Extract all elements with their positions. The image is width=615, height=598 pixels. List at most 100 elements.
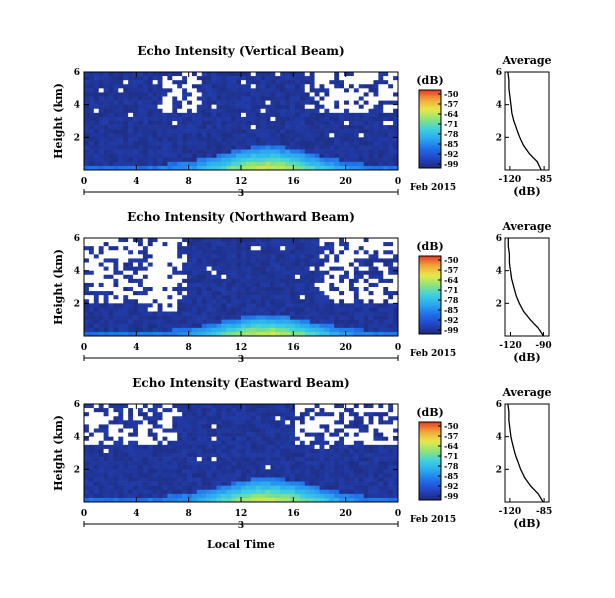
heatmap-cell [353,238,360,243]
heatmap-cell [280,254,286,259]
heatmap-cell [241,76,247,81]
heatmap-cell [353,137,360,142]
heatmap-cell [383,112,389,118]
heatmap-cell [211,270,217,276]
heatmap-cell [245,254,252,259]
heatmap-cell [113,412,119,417]
heatmap-cell [348,112,355,118]
heatmap-cell [358,424,364,429]
heatmap-cell [373,424,379,429]
heatmap-cell [353,153,360,159]
heatmap-cell [206,493,212,499]
heatmap-cell [348,278,355,284]
x-tick-label: 12 [235,509,248,519]
heatmap-cell [348,137,355,142]
heatmap-cell [378,408,384,413]
heatmap-cell [137,96,144,101]
heatmap-cell [128,404,134,409]
heatmap-cell [201,424,207,429]
heatmap-cell [98,416,104,421]
heatmap-cell [373,444,379,450]
heatmap-cell [162,424,168,429]
heatmap-cell [270,311,276,316]
heatmap-cell [368,424,374,429]
heatmap-cell [206,137,212,142]
heatmap-cell [211,461,217,466]
heatmap-cell [196,453,203,458]
heatmap-cell [167,165,173,171]
heatmap-cell [353,287,360,292]
heatmap-cell [108,238,114,243]
colorbar-swatch [419,332,441,335]
heatmap-cell [299,92,306,97]
heatmap-cell [290,92,296,97]
heatmap-cell [182,165,188,171]
heatmap-cell [319,331,325,337]
heatmap-cell [285,408,291,413]
heatmap-cell [84,465,90,470]
heatmap-cell [147,121,153,126]
heatmap-cell [236,453,242,458]
colorbar-tick-label: -71 [444,119,458,129]
heatmap-cell [329,420,335,425]
heatmap-cell [265,319,271,325]
heatmap-cell [270,477,276,482]
heatmap-cell [250,408,257,413]
heatmap-cell [118,481,124,486]
heatmap-cell [368,254,374,259]
heatmap-cell [113,137,119,142]
heatmap-cell [167,303,173,308]
heatmap-cell [118,291,124,296]
heatmap-cell [231,100,237,105]
heatmap-cell [368,489,374,495]
heatmap-cell [133,100,139,105]
heatmap-cell [285,125,291,130]
heatmap-cell [103,465,109,470]
heatmap-cell [103,404,109,409]
heatmap-cell [378,331,384,337]
heatmap-cell [378,238,384,243]
heatmap-cell [275,84,281,89]
heatmap-cell [98,331,104,337]
heatmap-cell [363,420,369,425]
heatmap-cell [314,157,320,163]
heatmap-cell [201,108,207,114]
heatmap-cell [334,420,340,425]
heatmap-cell [152,133,158,138]
heatmap-cell [324,157,330,163]
heatmap-cell [84,453,90,458]
colorbar-swatch [419,492,441,495]
heatmap-cell [358,299,364,304]
heatmap-cell [118,457,124,462]
heatmap-cell [147,137,153,142]
heatmap-cell [299,125,306,130]
heatmap-cell [368,129,374,134]
heatmap-cell [348,121,355,126]
heatmap-cell [133,311,139,316]
heatmap-cell [118,319,124,325]
heatmap-cell [162,440,168,446]
heatmap-cell [177,72,183,77]
heatmap-cell [147,153,153,159]
heatmap-cell [245,481,252,486]
heatmap-cell [177,303,183,308]
heatmap-cell [309,477,315,482]
colorbar-swatch [419,461,441,464]
heatmap-cell [339,485,345,491]
heatmap-cell [142,88,149,93]
heatmap-cell [201,88,207,93]
heatmap-cell [187,76,193,81]
heatmap-cell [187,246,193,251]
heatmap-cell [275,108,281,114]
heatmap-cell [324,412,330,417]
heatmap-cell [358,461,364,466]
heatmap-cell [201,444,207,450]
heatmap-cell [142,137,149,142]
heatmap-cell [363,80,369,85]
heatmap-cell [147,246,153,251]
heatmap-cell [191,161,198,167]
heatmap-cell [275,473,281,478]
heatmap-cell [285,453,291,458]
heatmap-cell [245,327,252,333]
heatmap-cell [216,92,222,97]
